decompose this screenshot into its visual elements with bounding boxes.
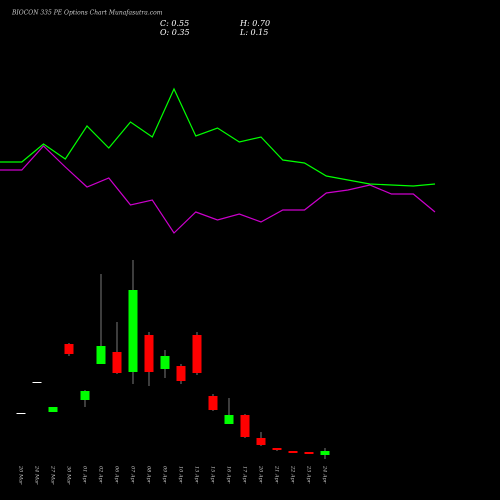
x-tick-label: 02 Apr [98,466,104,484]
x-tick-label: 01 Apr [82,466,88,484]
candle-body [208,396,218,410]
candle-body [160,356,170,369]
x-tick-label: 22 Apr [290,465,296,484]
x-tick-label: 21 Apr [274,465,280,484]
candle-body [192,335,202,373]
line [0,87,436,187]
x-tick-label: 15 Apr [210,466,216,484]
candle-body [256,438,266,445]
candle-body [32,382,42,383]
candle-body [80,391,90,400]
candle-body [176,366,186,381]
candle-body [64,344,74,354]
x-tick-label: 06 Apr [114,466,120,484]
x-tick-label: 27 Mar [50,465,56,485]
candle-body [128,290,138,372]
candle-body [112,352,122,373]
x-tick-label: 08 Apr [146,466,152,484]
ohlc-label: C: 0.55 [160,19,189,28]
candle-body [304,452,314,454]
x-tick-label: 17 Apr [242,466,248,484]
x-tick-label: 23 Apr [306,465,312,484]
x-tick-label: 24 Apr [322,465,328,484]
x-tick-label: 24 Mar [34,465,40,485]
candle-body [48,407,58,412]
x-tick-label: 09 Apr [162,466,168,484]
chart-title: BIOCON 335 PE Options Chart Munafasutra.… [11,10,163,17]
candle-body [16,413,26,414]
candle-body [224,415,234,424]
candle-body [96,346,106,364]
x-tick-label: 07 Apr [130,466,136,484]
candle-body [272,448,282,450]
x-tick-label: 16 Apr [226,466,232,484]
x-tick-label: 20 Mar [18,465,24,485]
ohlc-label: H: 0.70 [239,19,270,28]
ohlc-label: O: 0.35 [160,28,190,37]
line [0,145,436,234]
x-tick-label: 13 Apr [194,466,200,484]
x-tick-label: 20 Apr [258,465,264,484]
ohlc-label: L: 0.15 [239,28,268,37]
candle-body [320,451,330,455]
candle-body [288,451,298,453]
candle-body [144,335,154,372]
x-tick-label: 30 Mar [66,466,72,485]
x-tick-label: 10 Apr [178,466,184,484]
candle-body [240,415,250,437]
